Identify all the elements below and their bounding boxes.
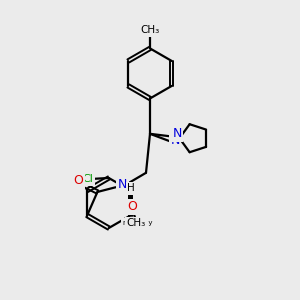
Text: O: O bbox=[127, 200, 137, 213]
Text: H: H bbox=[128, 183, 135, 194]
Text: methoxy: methoxy bbox=[123, 220, 153, 226]
Text: CH₃: CH₃ bbox=[127, 218, 146, 229]
Text: O: O bbox=[73, 174, 83, 187]
Text: Cl: Cl bbox=[83, 174, 94, 184]
Text: CH₃: CH₃ bbox=[140, 25, 160, 35]
Text: N: N bbox=[172, 127, 182, 140]
Text: N: N bbox=[170, 134, 180, 147]
Text: N: N bbox=[118, 178, 127, 191]
